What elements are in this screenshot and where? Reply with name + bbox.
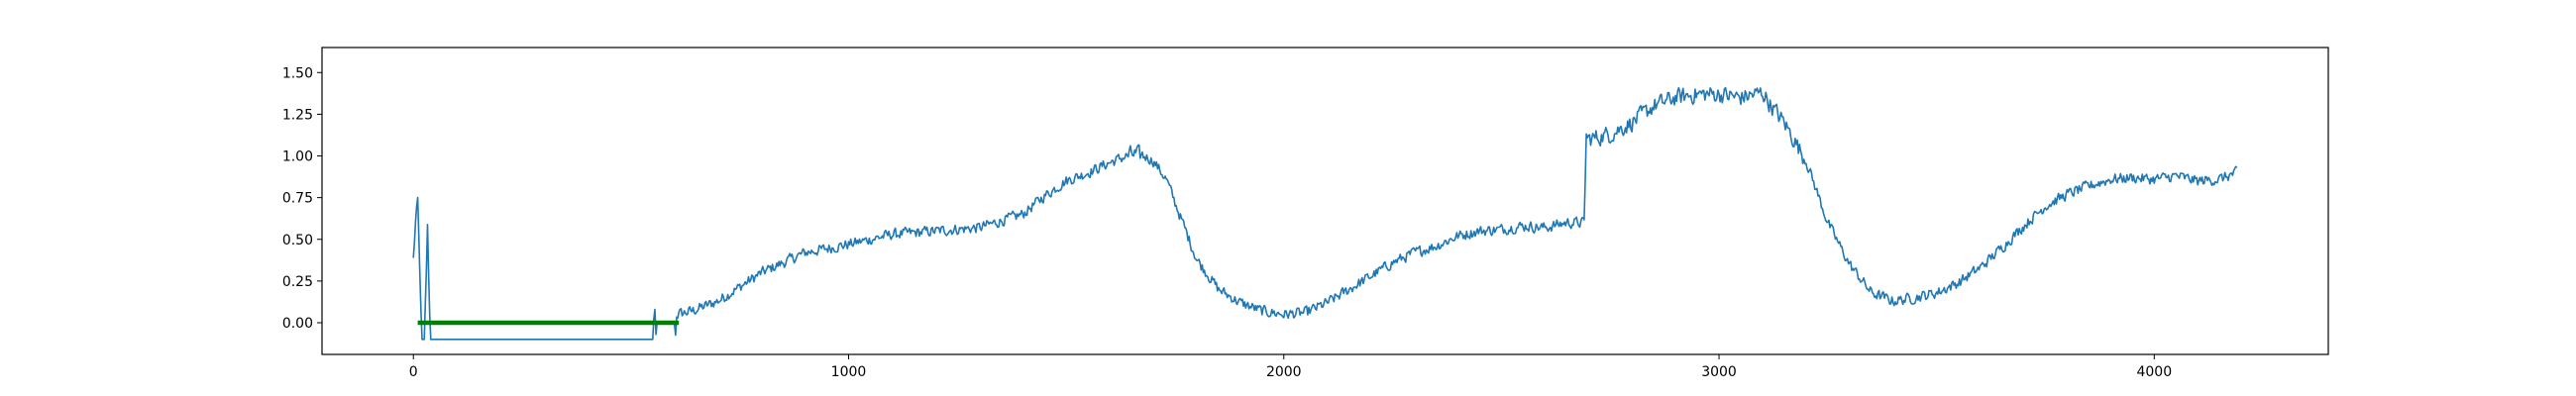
y-tick-label: 1.00 xyxy=(282,149,313,165)
x-axis: 0 1000 2000 3000 4000 xyxy=(409,354,2172,380)
y-axis: 0.00 0.25 0.50 0.75 1.00 1.25 1.50 xyxy=(282,65,322,332)
x-tick-label: 2000 xyxy=(1266,364,1302,380)
x-tick-label: 4000 xyxy=(2136,364,2172,380)
x-tick-label: 3000 xyxy=(1701,364,1737,380)
y-tick-label: 0.75 xyxy=(282,191,313,207)
x-tick-label: 1000 xyxy=(831,364,867,380)
plot-area xyxy=(412,86,2238,341)
y-tick-label: 0.50 xyxy=(282,233,313,248)
x-tick-label: 0 xyxy=(409,364,418,380)
plot-frame xyxy=(321,47,2329,355)
y-tick-label: 1.25 xyxy=(282,107,313,123)
y-tick-label: 0.00 xyxy=(282,316,313,332)
series-line-1 xyxy=(412,86,2238,341)
y-tick-label: 0.25 xyxy=(282,274,313,290)
y-tick-label: 1.50 xyxy=(282,65,313,81)
